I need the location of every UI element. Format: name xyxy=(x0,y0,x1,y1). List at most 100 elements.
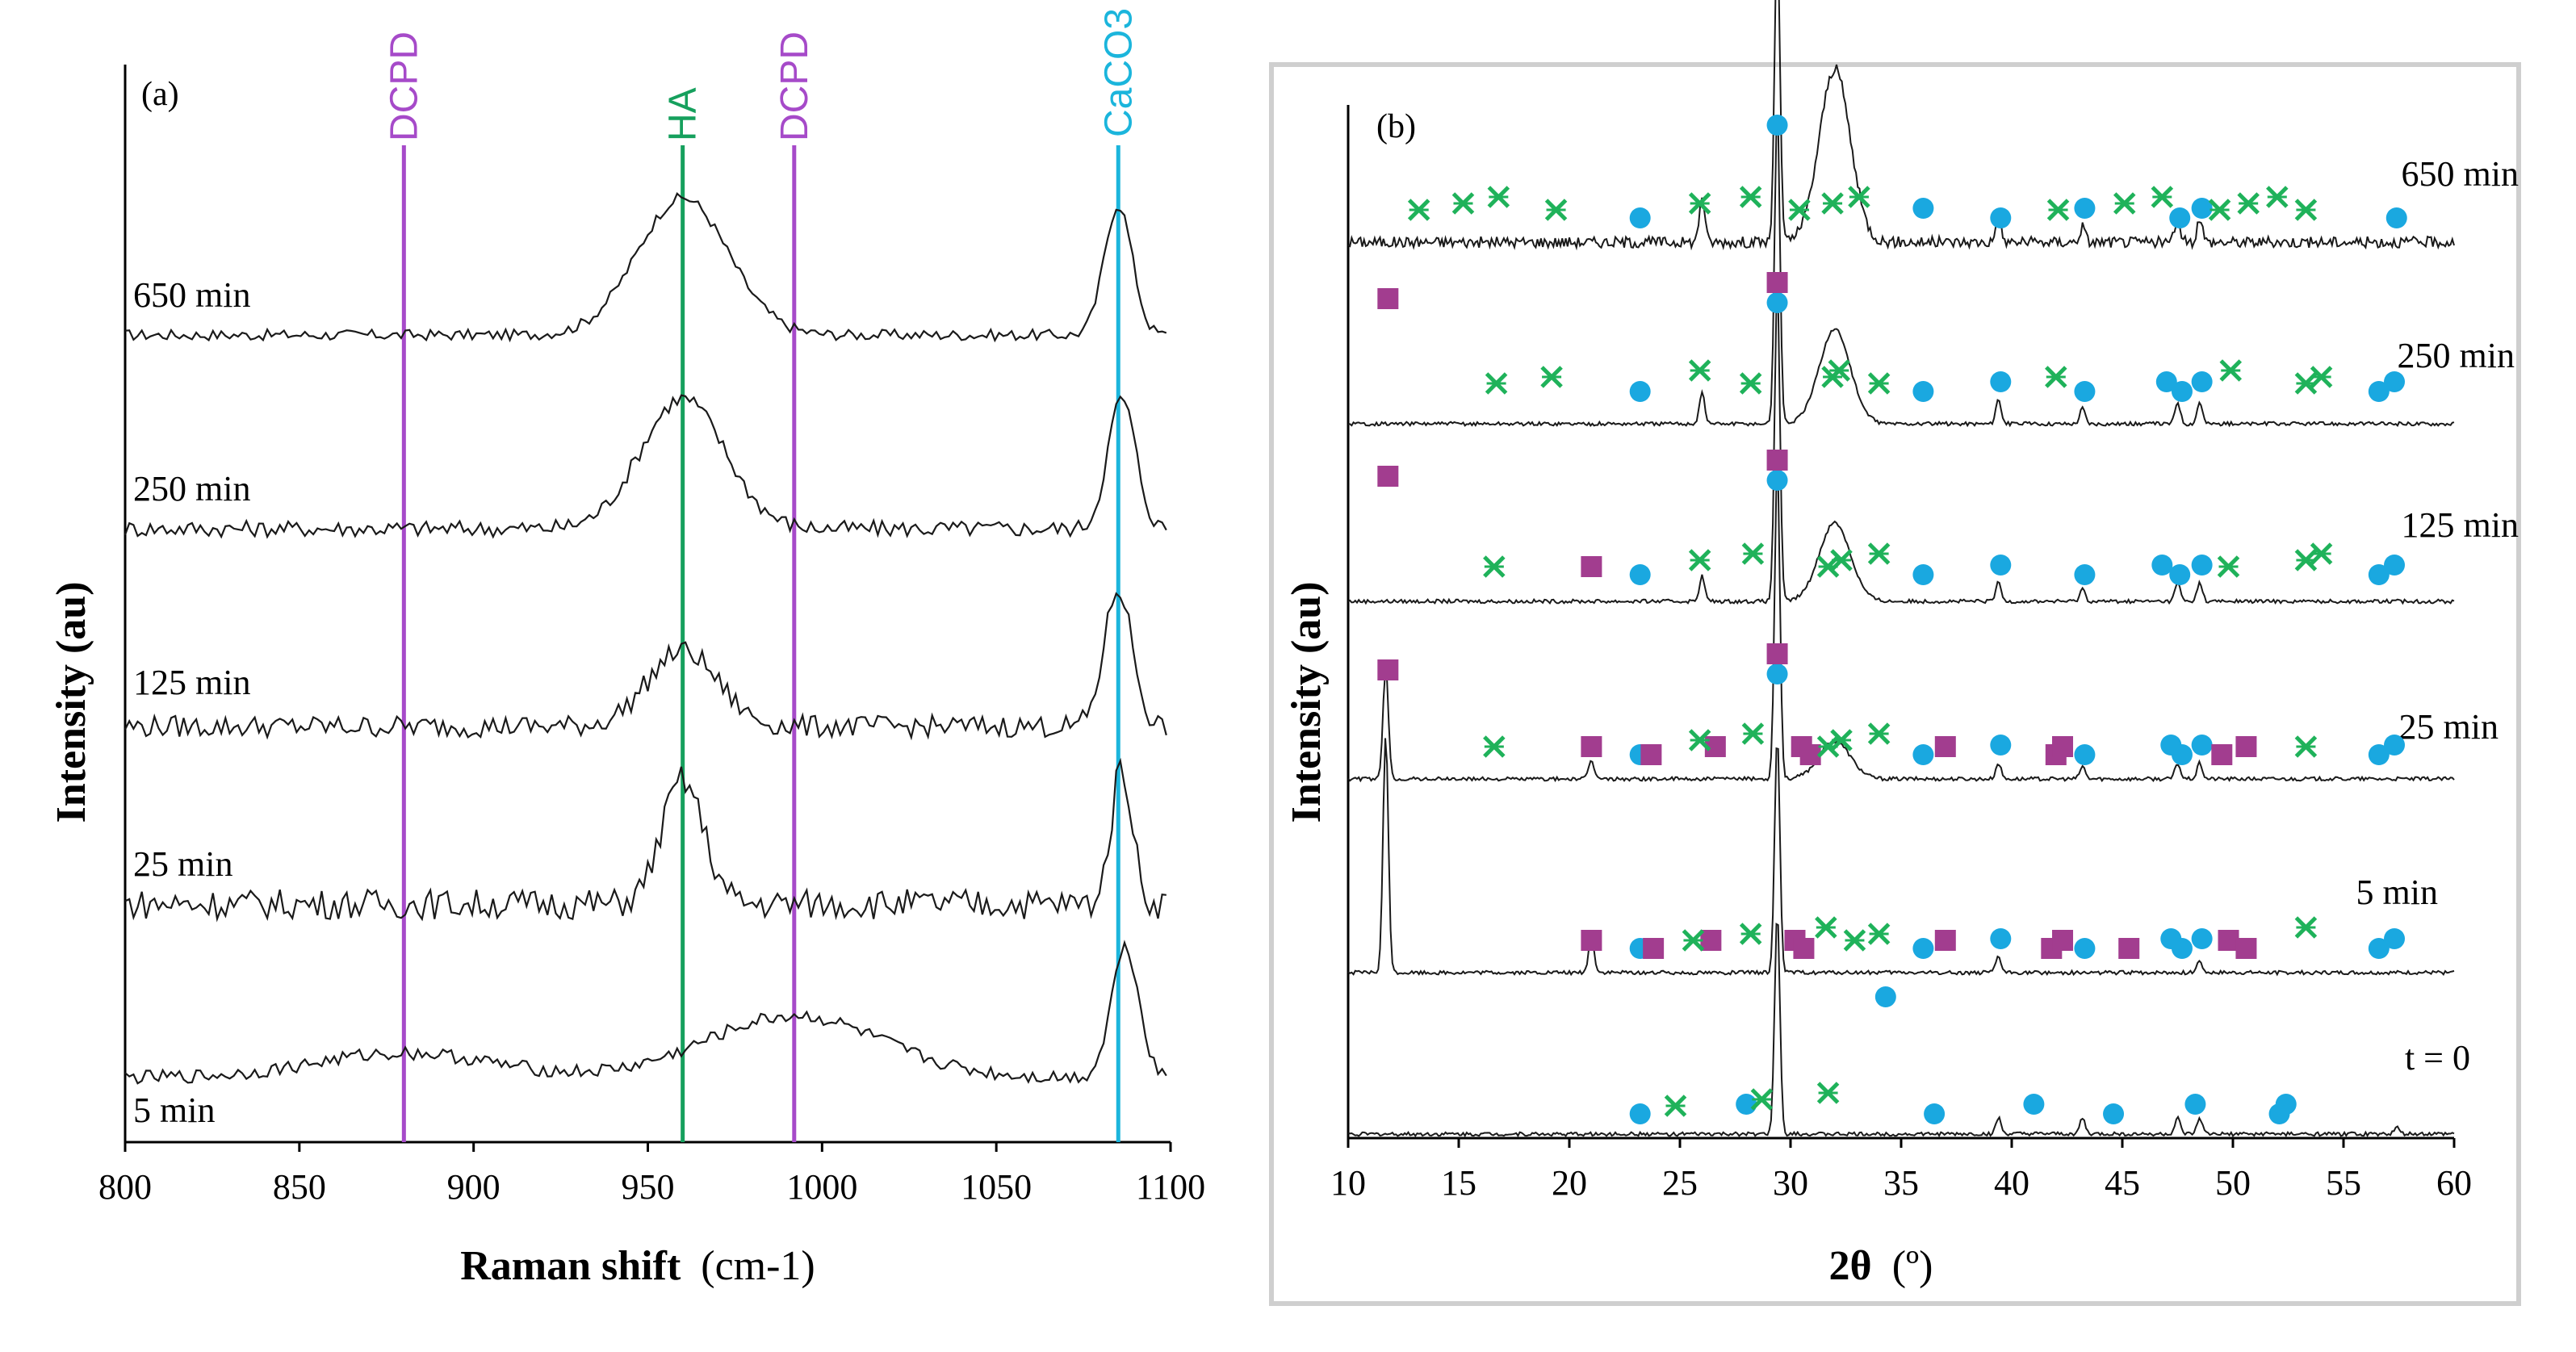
panel-a-series: 650 min 250 min 125 min 25 min 5 min xyxy=(124,191,1167,1130)
phase-circle-marker xyxy=(2384,371,2406,392)
phase-circle-marker xyxy=(1912,198,1934,219)
phase-cross-marker xyxy=(1483,555,1506,578)
phase-circle-marker xyxy=(2384,555,2406,576)
phase-square-marker xyxy=(2052,736,2074,757)
panel-b-series-label: t = 0 xyxy=(2405,1038,2470,1078)
panel-b-x-tick-label: 30 xyxy=(1773,1163,1808,1203)
panel-a: (a) Intensity (au) Raman shift (cm-1) 80… xyxy=(48,8,1205,1289)
phase-square-marker xyxy=(1640,744,1662,765)
phase-cross-marker xyxy=(2045,366,2067,388)
panel-b-series-line xyxy=(1347,923,2455,1138)
phase-cross-marker xyxy=(1688,192,1711,215)
phase-cross-marker xyxy=(1739,923,1762,945)
phase-circle-marker xyxy=(2155,371,2177,392)
phase-cross-marker xyxy=(2294,199,2318,221)
panel-a-xlabel: Raman shift (cm-1) xyxy=(460,1243,815,1289)
panel-a-x-tick-label: 1050 xyxy=(961,1167,1032,1207)
panel-a-reference-lines: DCPD HA DCPD CaCO3 xyxy=(383,8,1140,1142)
phase-circle-marker xyxy=(1629,207,1651,228)
phase-cross-marker xyxy=(2046,199,2070,221)
phase-cross-marker xyxy=(2217,555,2240,578)
panel-b-axes: 10 15 20 25 30 35 40 45 50 55 60 xyxy=(1330,105,2472,1203)
panel-a-series-label: 250 min xyxy=(133,469,250,509)
panel-b-series-label: 5 min xyxy=(2356,873,2438,912)
panel-b-x-tick-label: 25 xyxy=(1662,1163,1698,1203)
phase-circle-marker xyxy=(2074,744,2096,765)
panel-b-markers xyxy=(1377,115,2407,1124)
phase-square-marker xyxy=(1700,930,1722,951)
phase-cross-marker xyxy=(1815,916,1837,939)
phase-circle-marker xyxy=(1912,938,1934,959)
phase-circle-marker xyxy=(1766,470,1788,491)
phase-cross-marker xyxy=(1451,192,1475,215)
phase-cross-marker xyxy=(2310,366,2333,388)
phase-cross-marker xyxy=(1407,199,1430,221)
phase-circle-marker xyxy=(2171,744,2193,765)
phase-square-marker xyxy=(1934,930,1956,951)
phase-circle-marker xyxy=(1990,371,2012,392)
panel-a-ref-label: CaCO3 xyxy=(1097,8,1140,137)
panel-a-ylabel: Intensity (au) xyxy=(48,581,94,823)
phase-circle-marker xyxy=(1766,292,1788,313)
phase-circle-marker xyxy=(2368,381,2390,402)
panel-b-x-tick-label: 20 xyxy=(1552,1163,1587,1203)
phase-circle-marker xyxy=(2074,938,2096,959)
panel-b-x-tick-label: 60 xyxy=(2436,1163,2472,1203)
panel-b-x-tick-label: 45 xyxy=(2105,1163,2140,1203)
phase-cross-marker xyxy=(2294,916,2318,939)
phase-cross-marker xyxy=(1682,929,1705,952)
phase-cross-marker xyxy=(1867,722,1891,745)
phase-cross-marker xyxy=(1867,542,1891,565)
phase-cross-marker xyxy=(1867,372,1891,395)
panel-b-series-label: 25 min xyxy=(2399,707,2499,747)
phase-cross-marker xyxy=(1843,929,1866,952)
phase-cross-marker xyxy=(1816,1082,1840,1104)
phase-cross-marker xyxy=(2219,359,2243,382)
phase-circle-marker xyxy=(1766,663,1788,684)
phase-cross-marker xyxy=(1540,366,1563,388)
panel-b-series-label: 250 min xyxy=(2398,336,2515,375)
phase-circle-marker xyxy=(1924,1103,1946,1124)
phase-cross-marker xyxy=(1828,359,1851,382)
phase-circle-marker xyxy=(1629,1103,1651,1124)
panel-a-x-tick-label: 800 xyxy=(98,1167,152,1207)
phase-cross-marker xyxy=(2237,192,2260,215)
phase-square-marker xyxy=(2218,930,2239,951)
panel-a-ref-label: DCPD xyxy=(773,31,816,141)
phase-cross-marker xyxy=(1788,199,1811,221)
panel-a-ref-label: DCPD xyxy=(383,31,425,141)
panel-b-series-line xyxy=(1347,0,2455,251)
panel-a-xlabel-unit: (cm-1) xyxy=(701,1243,815,1289)
panel-b-label: (b) xyxy=(1376,108,1416,145)
phase-circle-marker xyxy=(1874,986,1896,1007)
phase-square-marker xyxy=(1377,659,1399,680)
phase-square-marker xyxy=(2235,736,2257,757)
phase-cross-marker xyxy=(2294,735,2318,758)
phase-square-marker xyxy=(1766,450,1788,471)
phase-cross-marker xyxy=(1688,549,1711,571)
panel-b-series-line xyxy=(1347,479,2455,783)
phase-cross-marker xyxy=(1848,186,1870,208)
panel-b-series-line xyxy=(1347,738,2455,977)
phase-circle-marker xyxy=(1990,555,2012,576)
phase-square-marker xyxy=(1377,466,1399,487)
phase-square-marker xyxy=(1766,643,1788,664)
phase-circle-marker xyxy=(2191,735,2213,756)
panel-b-series-label: 650 min xyxy=(2402,154,2519,194)
panel-b-series: 650 min 250 min 125 min 25 min 5 min t = 0 xyxy=(1347,0,2519,1138)
panel-b-series-line xyxy=(1347,124,2455,428)
panel-b-x-tick-label: 10 xyxy=(1330,1163,1366,1203)
phase-circle-marker xyxy=(2169,564,2191,585)
panel-b-x-tick-label: 15 xyxy=(1441,1163,1476,1203)
phase-cross-marker xyxy=(1830,729,1853,751)
phase-circle-marker xyxy=(2191,371,2213,392)
phase-circle-marker xyxy=(1766,115,1788,136)
phase-circle-marker xyxy=(2191,928,2213,949)
phase-square-marker xyxy=(1934,736,1956,757)
phase-cross-marker xyxy=(1483,735,1506,758)
phase-circle-marker xyxy=(2151,555,2173,576)
phase-cross-marker xyxy=(1750,1088,1774,1111)
panel-a-x-tick-label: 1100 xyxy=(1136,1167,1205,1207)
phase-circle-marker xyxy=(1990,928,2012,949)
panel-a-series-line xyxy=(124,757,1167,923)
